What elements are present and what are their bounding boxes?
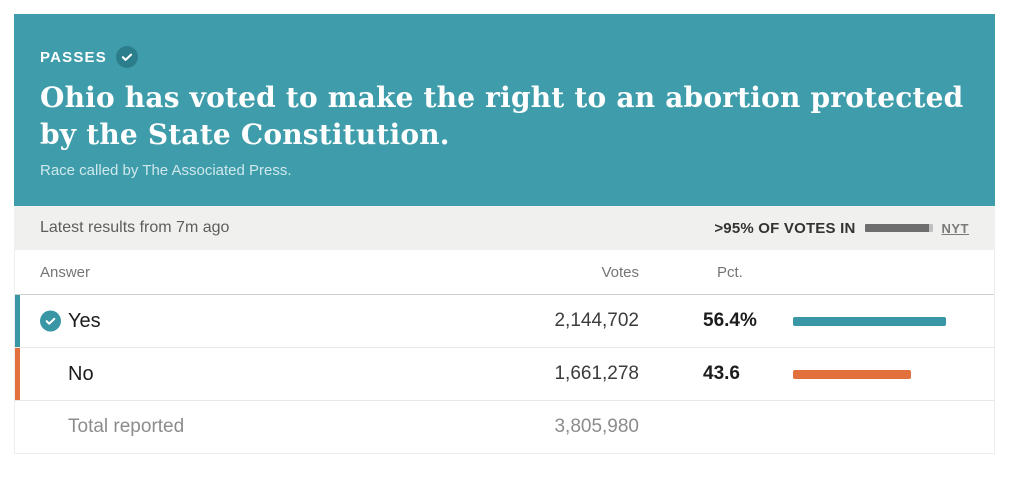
headline-line-2: by the State Constitution. xyxy=(40,118,450,151)
table-header-row: Answer Votes Pct. xyxy=(15,250,994,294)
no-accent-bar xyxy=(15,348,20,400)
votes-in-meter-fill xyxy=(864,224,930,232)
headline-line-1: Ohio has voted to make the right to an a… xyxy=(40,81,964,114)
total-label: Total reported xyxy=(68,416,185,437)
column-header-answer: Answer xyxy=(40,263,91,281)
table-row-total: Total reported 3,805,980 xyxy=(15,400,994,453)
winner-check-icon xyxy=(40,310,61,332)
table-row-yes: Yes 2,144,702 56.4% xyxy=(15,294,994,347)
votes-value: 2,144,702 xyxy=(554,310,639,331)
total-votes-value: 3,805,980 xyxy=(554,416,639,437)
race-called-note: Race called by The Associated Press. xyxy=(40,162,292,179)
votes-in-label: >95% OF VOTES IN xyxy=(714,219,856,237)
yes-result-bar xyxy=(793,316,946,326)
headline: Ohio has voted to make the right to an a… xyxy=(40,79,969,153)
pct-bar-cell xyxy=(793,369,969,379)
answer-label: Yes xyxy=(68,309,101,332)
check-icon xyxy=(115,46,138,68)
latest-results-text: Latest results from 7m ago xyxy=(40,219,230,236)
no-result-bar xyxy=(793,369,912,379)
votes-in-group: >95% OF VOTES IN NYT xyxy=(714,220,969,237)
column-header-pct: Pct. xyxy=(717,263,743,281)
result-header: PASSES Ohio has voted to make the right … xyxy=(14,14,995,206)
votes-value: 1,661,278 xyxy=(554,363,639,384)
election-result-card: PASSES Ohio has voted to make the right … xyxy=(14,14,995,454)
results-table: Answer Votes Pct. Yes 2,144,702 56.4% No… xyxy=(14,250,995,454)
status-strip: Latest results from 7m ago >95% OF VOTES… xyxy=(14,206,995,250)
nyt-source-link[interactable]: NYT xyxy=(941,220,969,236)
votes-in-meter xyxy=(864,224,933,232)
status-row: PASSES xyxy=(40,46,969,68)
yes-accent-bar xyxy=(15,295,20,347)
answer-label: No xyxy=(68,362,94,385)
pct-value: 56.4% xyxy=(703,310,757,331)
table-row-no: No 1,661,278 43.6 xyxy=(15,347,994,400)
column-header-votes: Votes xyxy=(601,263,639,281)
pct-value: 43.6 xyxy=(703,363,740,384)
status-label: PASSES xyxy=(40,48,107,66)
pct-bar-cell xyxy=(793,316,969,326)
